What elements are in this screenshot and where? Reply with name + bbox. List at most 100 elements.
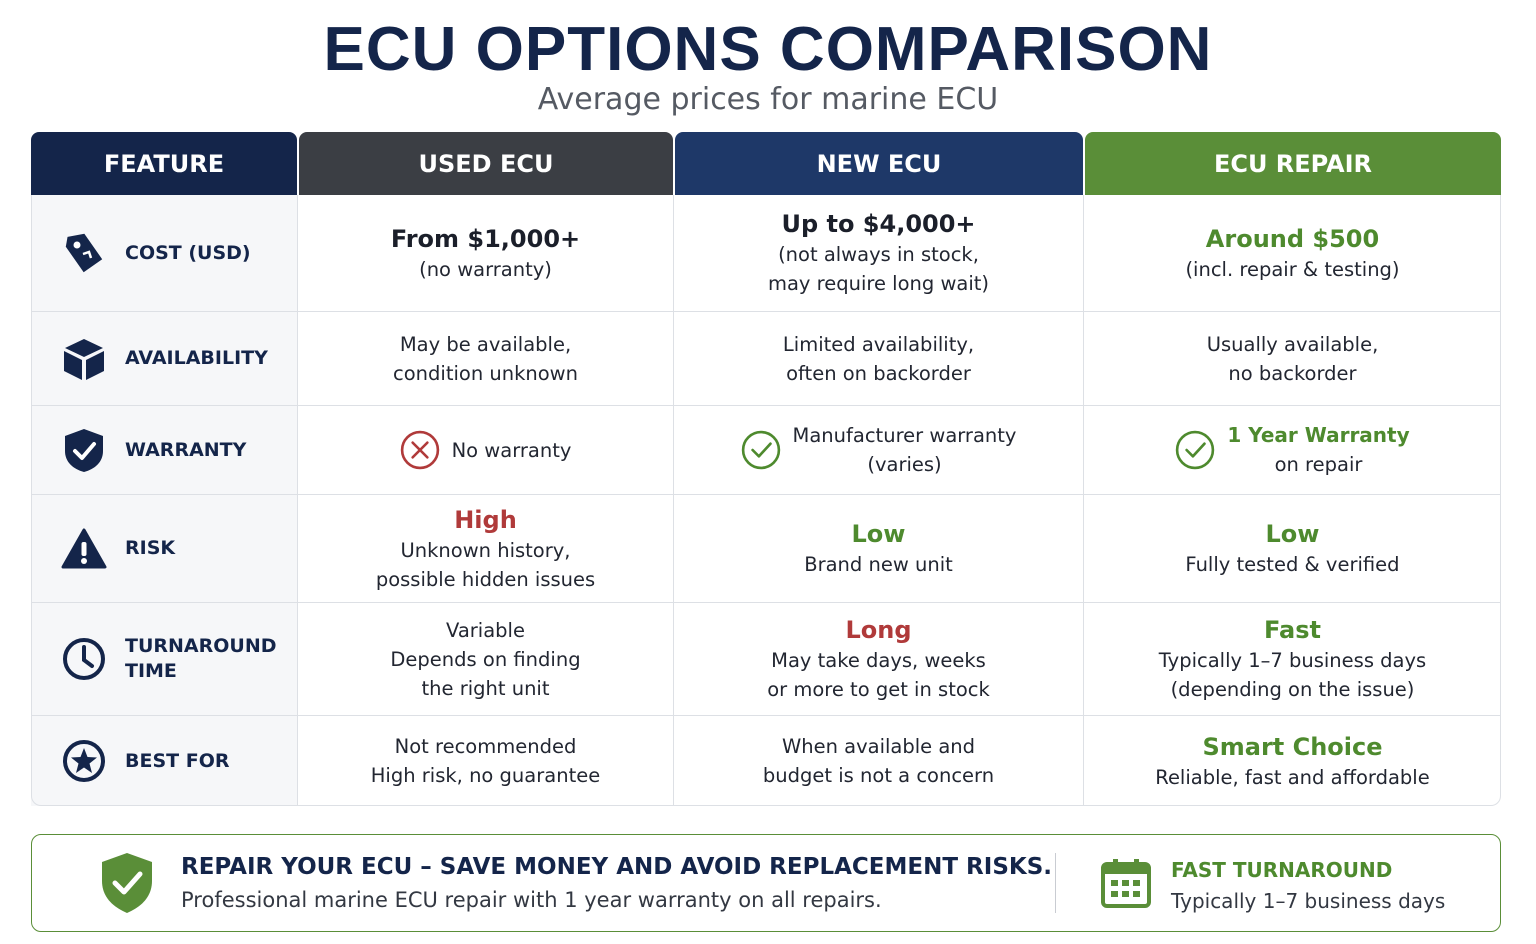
table-cell: Usually available, no backorder (1083, 311, 1501, 405)
table-cell: Fast Typically 1–7 business days (dependin… (1083, 602, 1501, 715)
cell-text: (depending on the issue) (1170, 678, 1415, 701)
comparison-table: FEATURE USED ECU NEW ECU ECU REPAIR COST (US… (31, 132, 1501, 806)
cell-text: possible hidden issues (375, 567, 596, 591)
cell-text: Variable (446, 618, 525, 642)
cell-content: Smart Choice Reliable, fast and affordabl… (1155, 731, 1429, 792)
cell-text: Reliable, fast and affordable (1155, 765, 1430, 789)
shield-icon (102, 853, 152, 913)
cell-text: often on backorder (786, 361, 971, 385)
cross-icon (400, 430, 439, 470)
feature-icon (61, 528, 107, 568)
table-cell: Smart Choice Reliable, fast and affordabl… (1083, 715, 1501, 806)
cell-text: Not recommended (394, 735, 577, 758)
table-cell: Variable Depends on finding the right unit (297, 602, 673, 715)
cell-text: budget is not a concern (762, 764, 995, 787)
feature-label: TURNAROUND TIME (125, 635, 277, 682)
cell-content: Usually available, no backorder (1207, 330, 1379, 388)
feature-cell: TURNAROUND TIME (31, 602, 297, 715)
cell-text: (not always in stock, (778, 243, 979, 266)
cell-content: Fast Typically 1–7 business days (dependin… (1159, 614, 1426, 704)
cell-text: (no warranty) (419, 257, 552, 281)
cell-text: or more to get in stock (767, 678, 990, 701)
cell-text: May be available, (399, 332, 572, 356)
footer-banner: REPAIR YOUR ECU – SAVE MONEY AND AVOID R… (31, 834, 1501, 932)
feature-label: AVAILABILITY (125, 347, 268, 369)
cell-text: (varies) (867, 453, 942, 476)
badge-title: FAST TURNAROUND (1171, 858, 1393, 882)
cell-text: No warranty (451, 438, 572, 462)
check-icon (1176, 430, 1215, 470)
footer-title: REPAIR YOUR ECU – SAVE MONEY AND AVOID R… (181, 854, 1053, 880)
cell-text: Depends on finding (390, 647, 581, 671)
cell-text: may require long wait) (767, 272, 990, 295)
cell-headline: High (454, 505, 517, 534)
cell-content: Up to $4,000+ (not always in stock, may re… (768, 208, 989, 298)
cell-content: High Unknown history, possible hidden issu… (376, 504, 595, 594)
cell-content: Low Brand new unit (804, 518, 953, 579)
table-cell: May be available, condition unknown (297, 311, 673, 405)
table-cell: No warranty (297, 405, 673, 494)
cell-text: Usually available, (1206, 332, 1379, 356)
check-icon (741, 430, 780, 470)
cell-content: No warranty (452, 436, 572, 465)
cell-headline: Up to $4,000+ (781, 210, 976, 238)
column-header: FEATURE (31, 132, 297, 195)
table-cell: Low Brand new unit (673, 494, 1083, 602)
cell-text: on repair (1274, 453, 1363, 476)
cell-text: May take days, weeks (771, 649, 986, 672)
feature-cell: COST (USD) (31, 195, 297, 311)
cell-text: Manufacturer warranty (792, 424, 1017, 447)
feature-icon (65, 429, 103, 472)
table-cell: Not recommended High risk, no guarantee (297, 715, 673, 806)
cell-content: Variable Depends on finding the right unit (390, 616, 580, 703)
table-cell: Around $500 (incl. repair & testing) (1083, 195, 1501, 311)
cell-content: When available and budget is not a concer… (763, 732, 994, 790)
calendar-icon (1101, 859, 1151, 908)
cell-text: When available and (781, 735, 976, 758)
cell-text: (incl. repair & testing) (1185, 257, 1400, 281)
cell-content: Limited availability, often on backorder (783, 330, 974, 388)
feature-icon (64, 338, 104, 380)
table-cell: Limited availability, often on backorder (673, 311, 1083, 405)
table-cell: When available and budget is not a concer… (673, 715, 1083, 806)
feature-label: WARRANTY (125, 438, 247, 461)
table-cell: High Unknown history, possible hidden issu… (297, 494, 673, 602)
feature-cell: WARRANTY (31, 405, 297, 494)
table-cell: Up to $4,000+ (not always in stock, may re… (673, 195, 1083, 311)
column-header: USED ECU (299, 132, 673, 195)
cell-headline: Around $500 (1205, 224, 1380, 253)
cell-content: 1 Year Warranty on repair (1227, 421, 1409, 479)
table-cell: Long May take days, weeks or more to get i… (673, 602, 1083, 715)
column-header: NEW ECU (675, 132, 1083, 195)
cell-headline: From $1,000+ (390, 224, 581, 253)
cell-text: Typically 1–7 business days (1158, 649, 1427, 672)
cell-content: From $1,000+ (no warranty) (391, 223, 580, 284)
cell-headline: Long (845, 616, 912, 644)
cell-headline: Smart Choice (1202, 732, 1383, 761)
table-cell: Manufacturer warranty (varies) (673, 405, 1083, 494)
feature-cell: AVAILABILITY (31, 311, 297, 405)
cell-content: Low Fully tested & verified (1185, 518, 1399, 579)
table-cell: 1 Year Warranty on repair (1083, 405, 1501, 494)
cell-text: Unknown history, (400, 538, 571, 562)
table-cell: Low Fully tested & verified (1083, 494, 1501, 602)
cell-content: Manufacturer warranty (varies) (793, 421, 1017, 479)
feature-icon (63, 638, 105, 680)
cell-content: Around $500 (incl. repair & testing) (1185, 223, 1399, 284)
feature-icon (65, 233, 103, 273)
cell-headline: Low (1265, 520, 1320, 548)
footer-text: Professional marine ECU repair with 1 ye… (181, 888, 882, 912)
cell-text: condition unknown (393, 361, 578, 385)
divider (1055, 853, 1056, 913)
cell-headline: 1 Year Warranty (1227, 423, 1410, 447)
subtitle: Average prices for marine ECU (537, 82, 999, 117)
cell-text: Limited availability, (782, 332, 975, 356)
cell-text: no backorder (1228, 361, 1357, 385)
cell-headline: Fast (1264, 616, 1321, 644)
cell-headline: Low (851, 520, 906, 548)
cell-text: Fully tested & verified (1185, 553, 1400, 576)
feature-label: RISK (125, 537, 176, 559)
cell-content: Long May take days, weeks or more to get i… (767, 614, 990, 704)
feature-cell: RISK (31, 494, 297, 602)
